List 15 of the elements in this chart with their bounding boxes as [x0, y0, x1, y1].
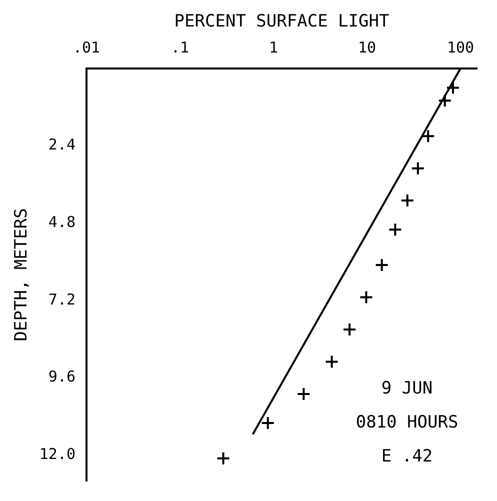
x-tick-label: 1 — [269, 38, 278, 56]
x-tick-label: 100 — [446, 38, 474, 56]
y-tick-label: 4.8 — [48, 213, 76, 232]
y-tick-label: 2.4 — [48, 136, 76, 154]
annotation: 0810 HOURS — [356, 412, 458, 432]
x-axis-title: PERCENT SURFACE LIGHT — [174, 12, 390, 32]
x-tick-label: .1 — [170, 38, 190, 56]
annotation: 9 JUN — [381, 378, 433, 398]
y-axis-title: DEPTH, METERS — [12, 208, 32, 342]
x-tick-label: .01 — [72, 38, 100, 56]
y-tick-label: 12.0 — [39, 445, 76, 464]
x-tick-label: 10 — [358, 38, 376, 56]
y-tick-label: 9.6 — [48, 368, 76, 386]
y-tick-label: 7.2 — [48, 290, 76, 308]
annotation: E .42 — [381, 446, 433, 466]
